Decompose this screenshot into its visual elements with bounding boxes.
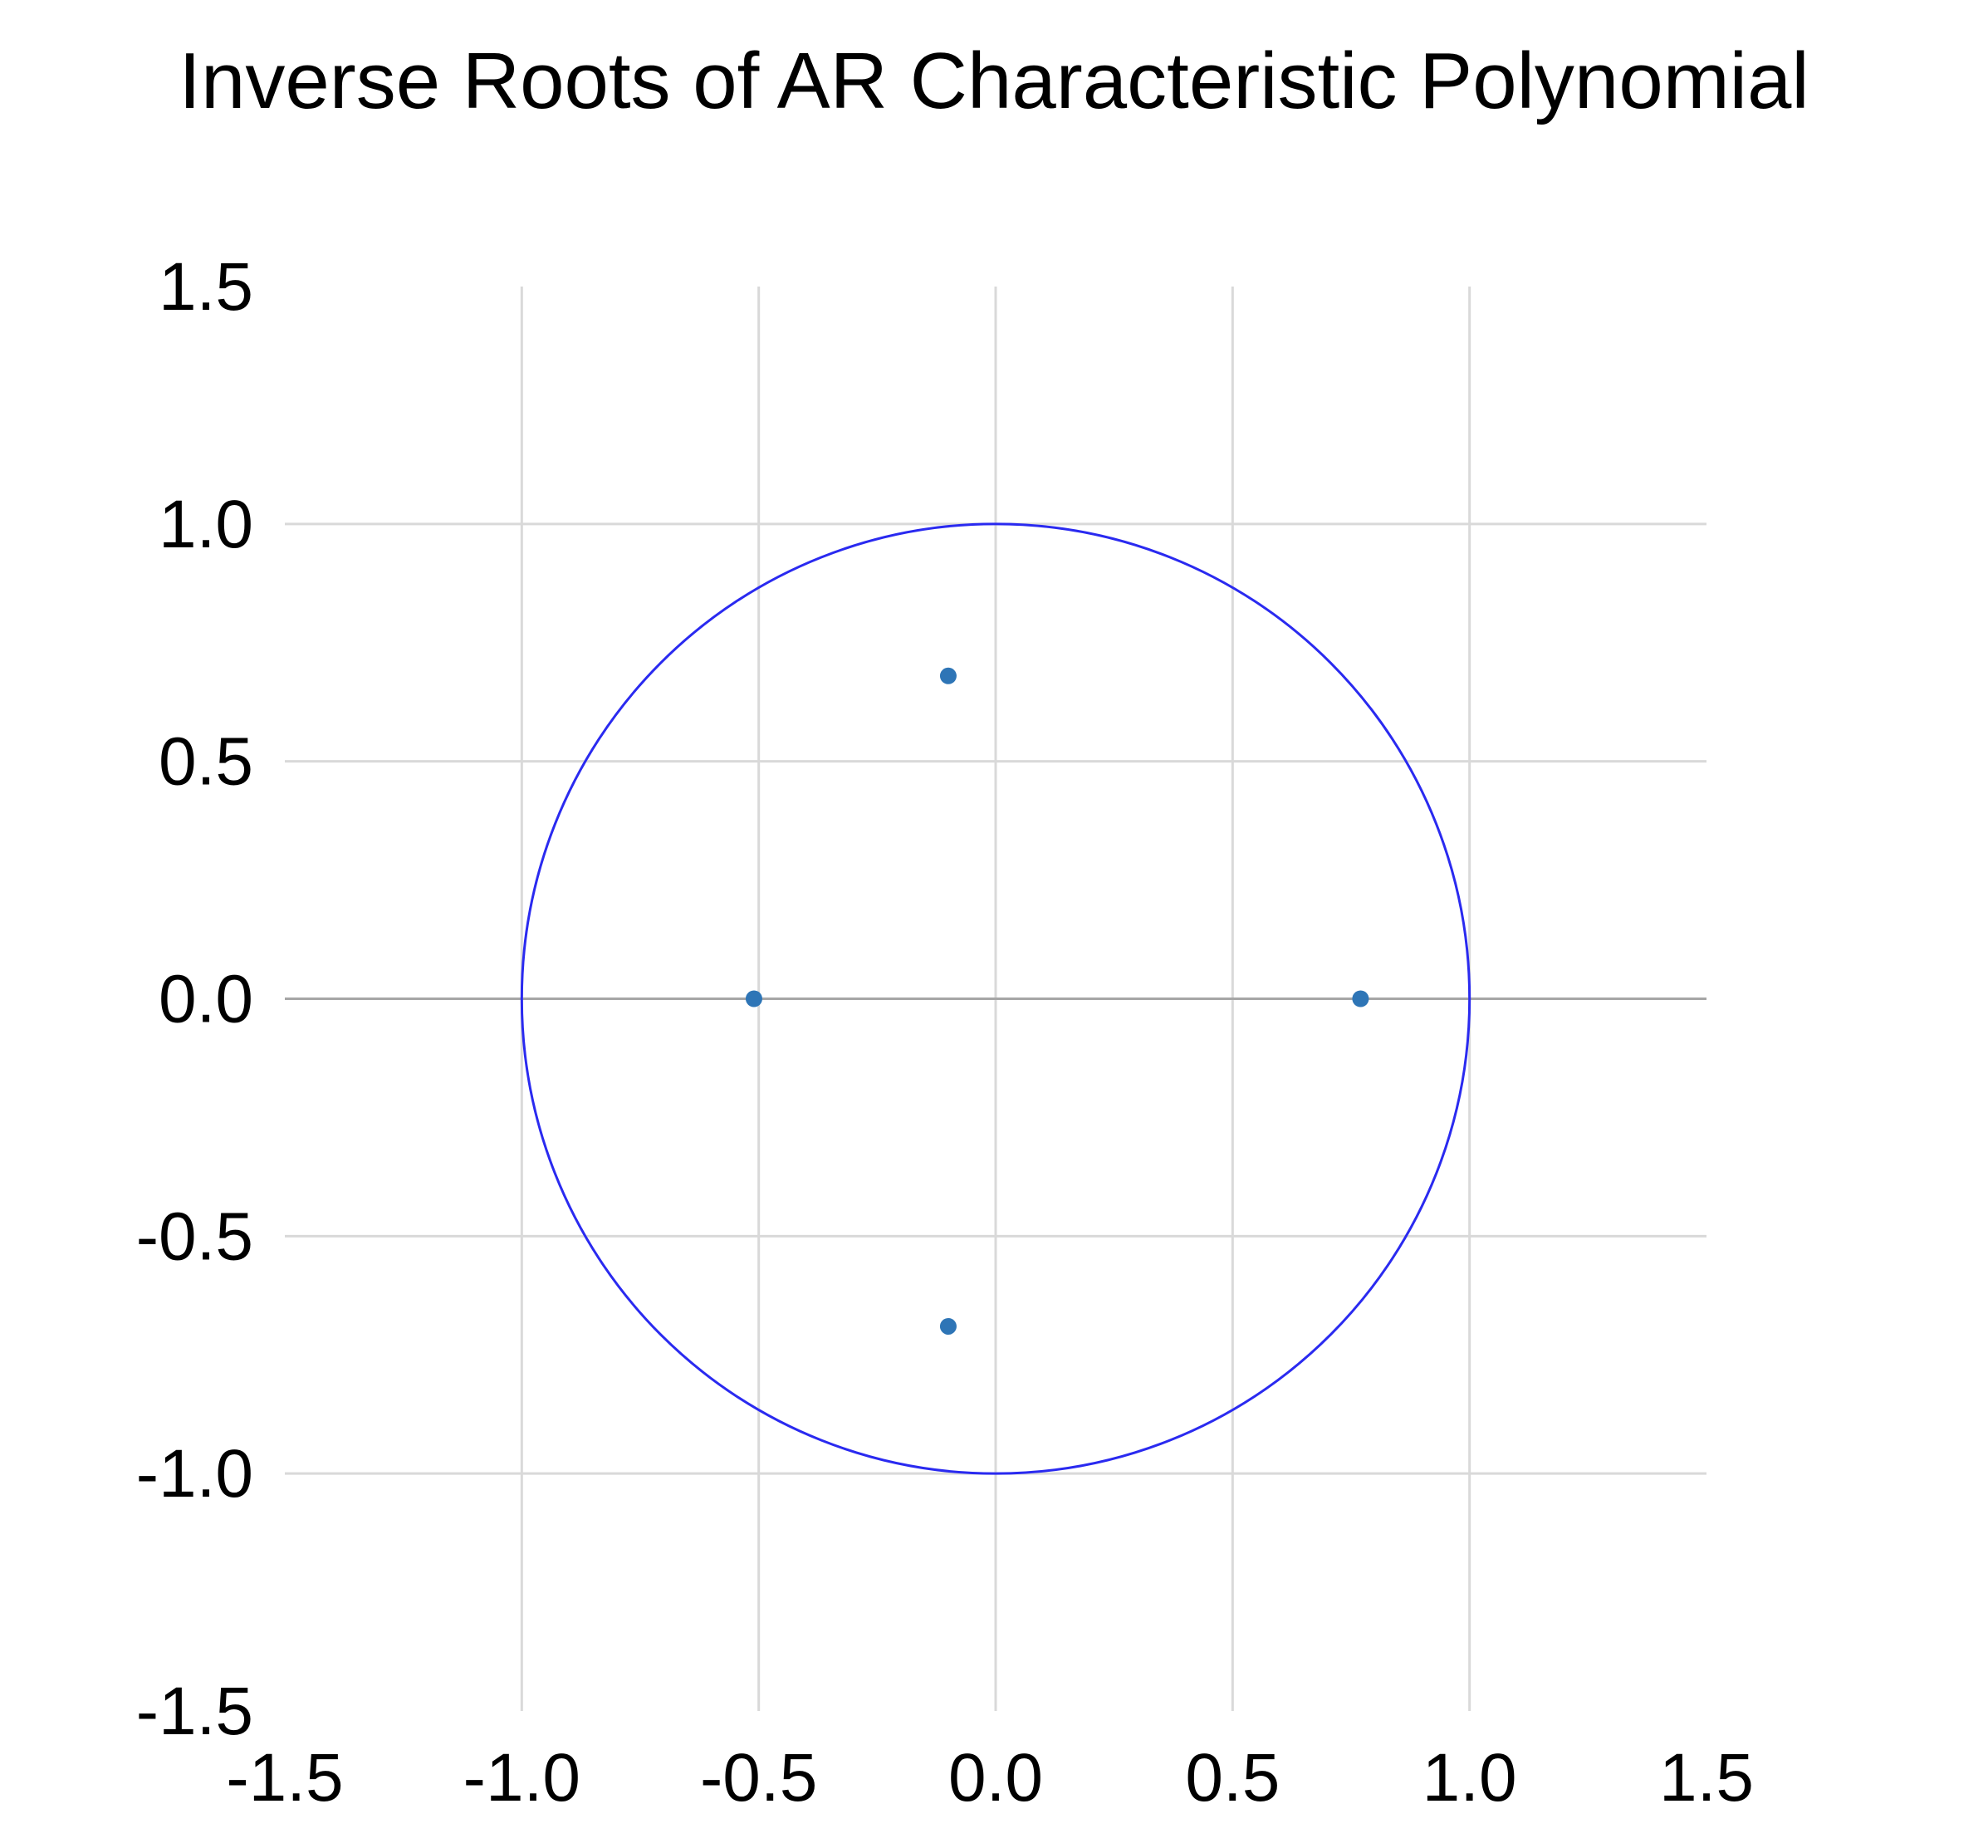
y-tick-label: 0.0 bbox=[159, 962, 253, 1037]
x-tick-label: 0.5 bbox=[1185, 1740, 1280, 1816]
scatter-point bbox=[1352, 990, 1369, 1007]
y-tick-label: 1.0 bbox=[159, 487, 253, 562]
y-tick-label: -0.5 bbox=[136, 1199, 253, 1274]
x-tick-label: 1.0 bbox=[1422, 1740, 1517, 1816]
scatter-point bbox=[745, 990, 762, 1007]
x-tick-label: -1.0 bbox=[463, 1740, 580, 1816]
x-tick-label: -1.5 bbox=[226, 1740, 343, 1816]
x-tick-label: 0.0 bbox=[948, 1740, 1043, 1816]
tick-label-layer: -1.5 -1.0 -0.5 0.0 0.5 1.0 1.5 -1.5 -1.0 -0.5 0.0 0… bbox=[136, 249, 1754, 1816]
unit-circle-layer bbox=[520, 522, 1471, 1475]
x-tick-label: 1.5 bbox=[1659, 1740, 1754, 1816]
unit-circle bbox=[520, 522, 1471, 1475]
y-tick-label: -1.0 bbox=[136, 1436, 253, 1512]
scatter-point bbox=[939, 1317, 957, 1335]
chart-title: Inverse Roots of AR Characteristic Polyn… bbox=[179, 37, 1809, 125]
points-layer bbox=[745, 667, 1369, 1335]
y-tick-label: -1.5 bbox=[136, 1674, 253, 1749]
x-tick-label: -0.5 bbox=[700, 1740, 817, 1816]
y-tick-label: 1.5 bbox=[159, 249, 253, 325]
y-tick-label: 0.5 bbox=[159, 724, 253, 800]
scatter-point bbox=[939, 667, 957, 684]
